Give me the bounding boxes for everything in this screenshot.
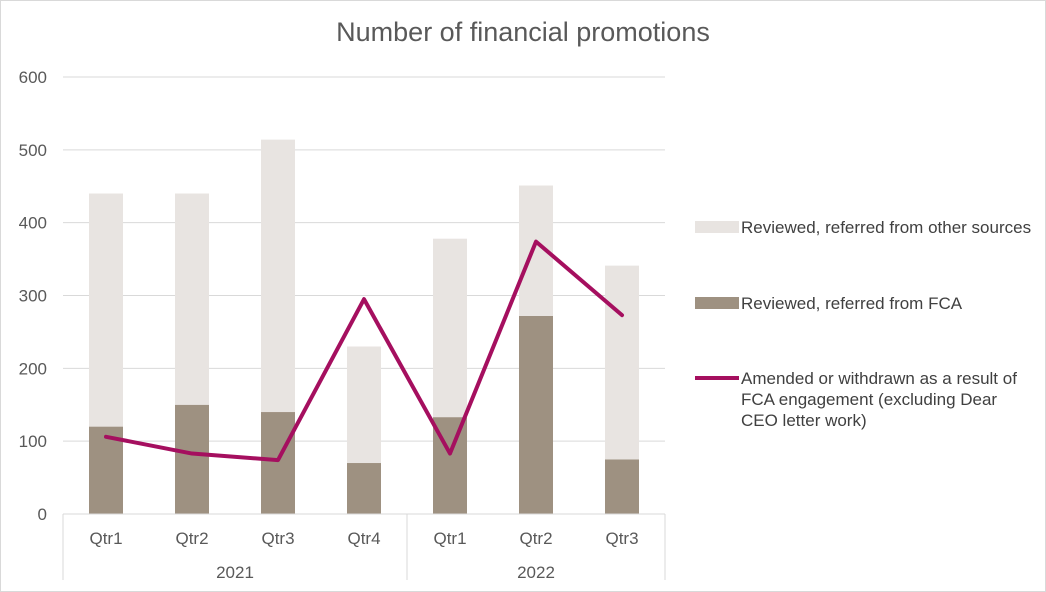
bar-fca [519, 315, 553, 514]
x-tick-label: Qtr1 [433, 529, 466, 548]
legend-label-other-sources: Reviewed, referred from other sources [741, 218, 1032, 237]
y-tick-label: 100 [19, 432, 47, 451]
bar-other-sources [175, 193, 209, 405]
legend-item-other-sources: Reviewed, referred from other sources [695, 217, 1036, 238]
legend-swatch-other-sources [695, 221, 739, 233]
line-amended-withdrawn [104, 239, 624, 463]
legend-label-fca: Reviewed, referred from FCA [741, 294, 963, 313]
y-tick-label: 500 [19, 141, 47, 160]
bar-fca [175, 404, 209, 514]
bar-other-sources [433, 238, 467, 418]
bar-other-sources [347, 346, 381, 464]
bar-fca [261, 412, 295, 514]
y-tick-label: 0 [38, 505, 47, 524]
legend-item-fca: Reviewed, referred from FCA [695, 293, 1036, 314]
x-tick-label: Qtr2 [519, 529, 552, 548]
legend-label-amended: Amended or withdrawn as a result of FCA … [741, 369, 1017, 430]
group-label: 2021 [216, 563, 254, 582]
legend-item-amended: Amended or withdrawn as a result of FCA … [695, 368, 1036, 431]
bar-fca [347, 463, 381, 514]
y-tick-label: 200 [19, 359, 47, 378]
x-tick-label: Qtr3 [261, 529, 294, 548]
bar-fca [89, 426, 123, 514]
x-tick-label: Qtr4 [347, 529, 380, 548]
bar-other-sources [261, 139, 295, 413]
bar-other-sources [89, 193, 123, 427]
chart-title: Number of financial promotions [336, 17, 710, 47]
x-tick-label: Qtr1 [89, 529, 122, 548]
y-tick-label: 300 [19, 287, 47, 306]
bar-other-sources [605, 265, 639, 460]
x-tick-label: Qtr3 [605, 529, 638, 548]
legend-swatch-amended [695, 376, 739, 380]
bar-fca [605, 459, 639, 514]
y-tick-label: 400 [19, 214, 47, 233]
x-tick-label: Qtr2 [175, 529, 208, 548]
group-label: 2022 [517, 563, 555, 582]
legend-swatch-fca [695, 297, 739, 309]
y-tick-label: 600 [19, 68, 47, 87]
